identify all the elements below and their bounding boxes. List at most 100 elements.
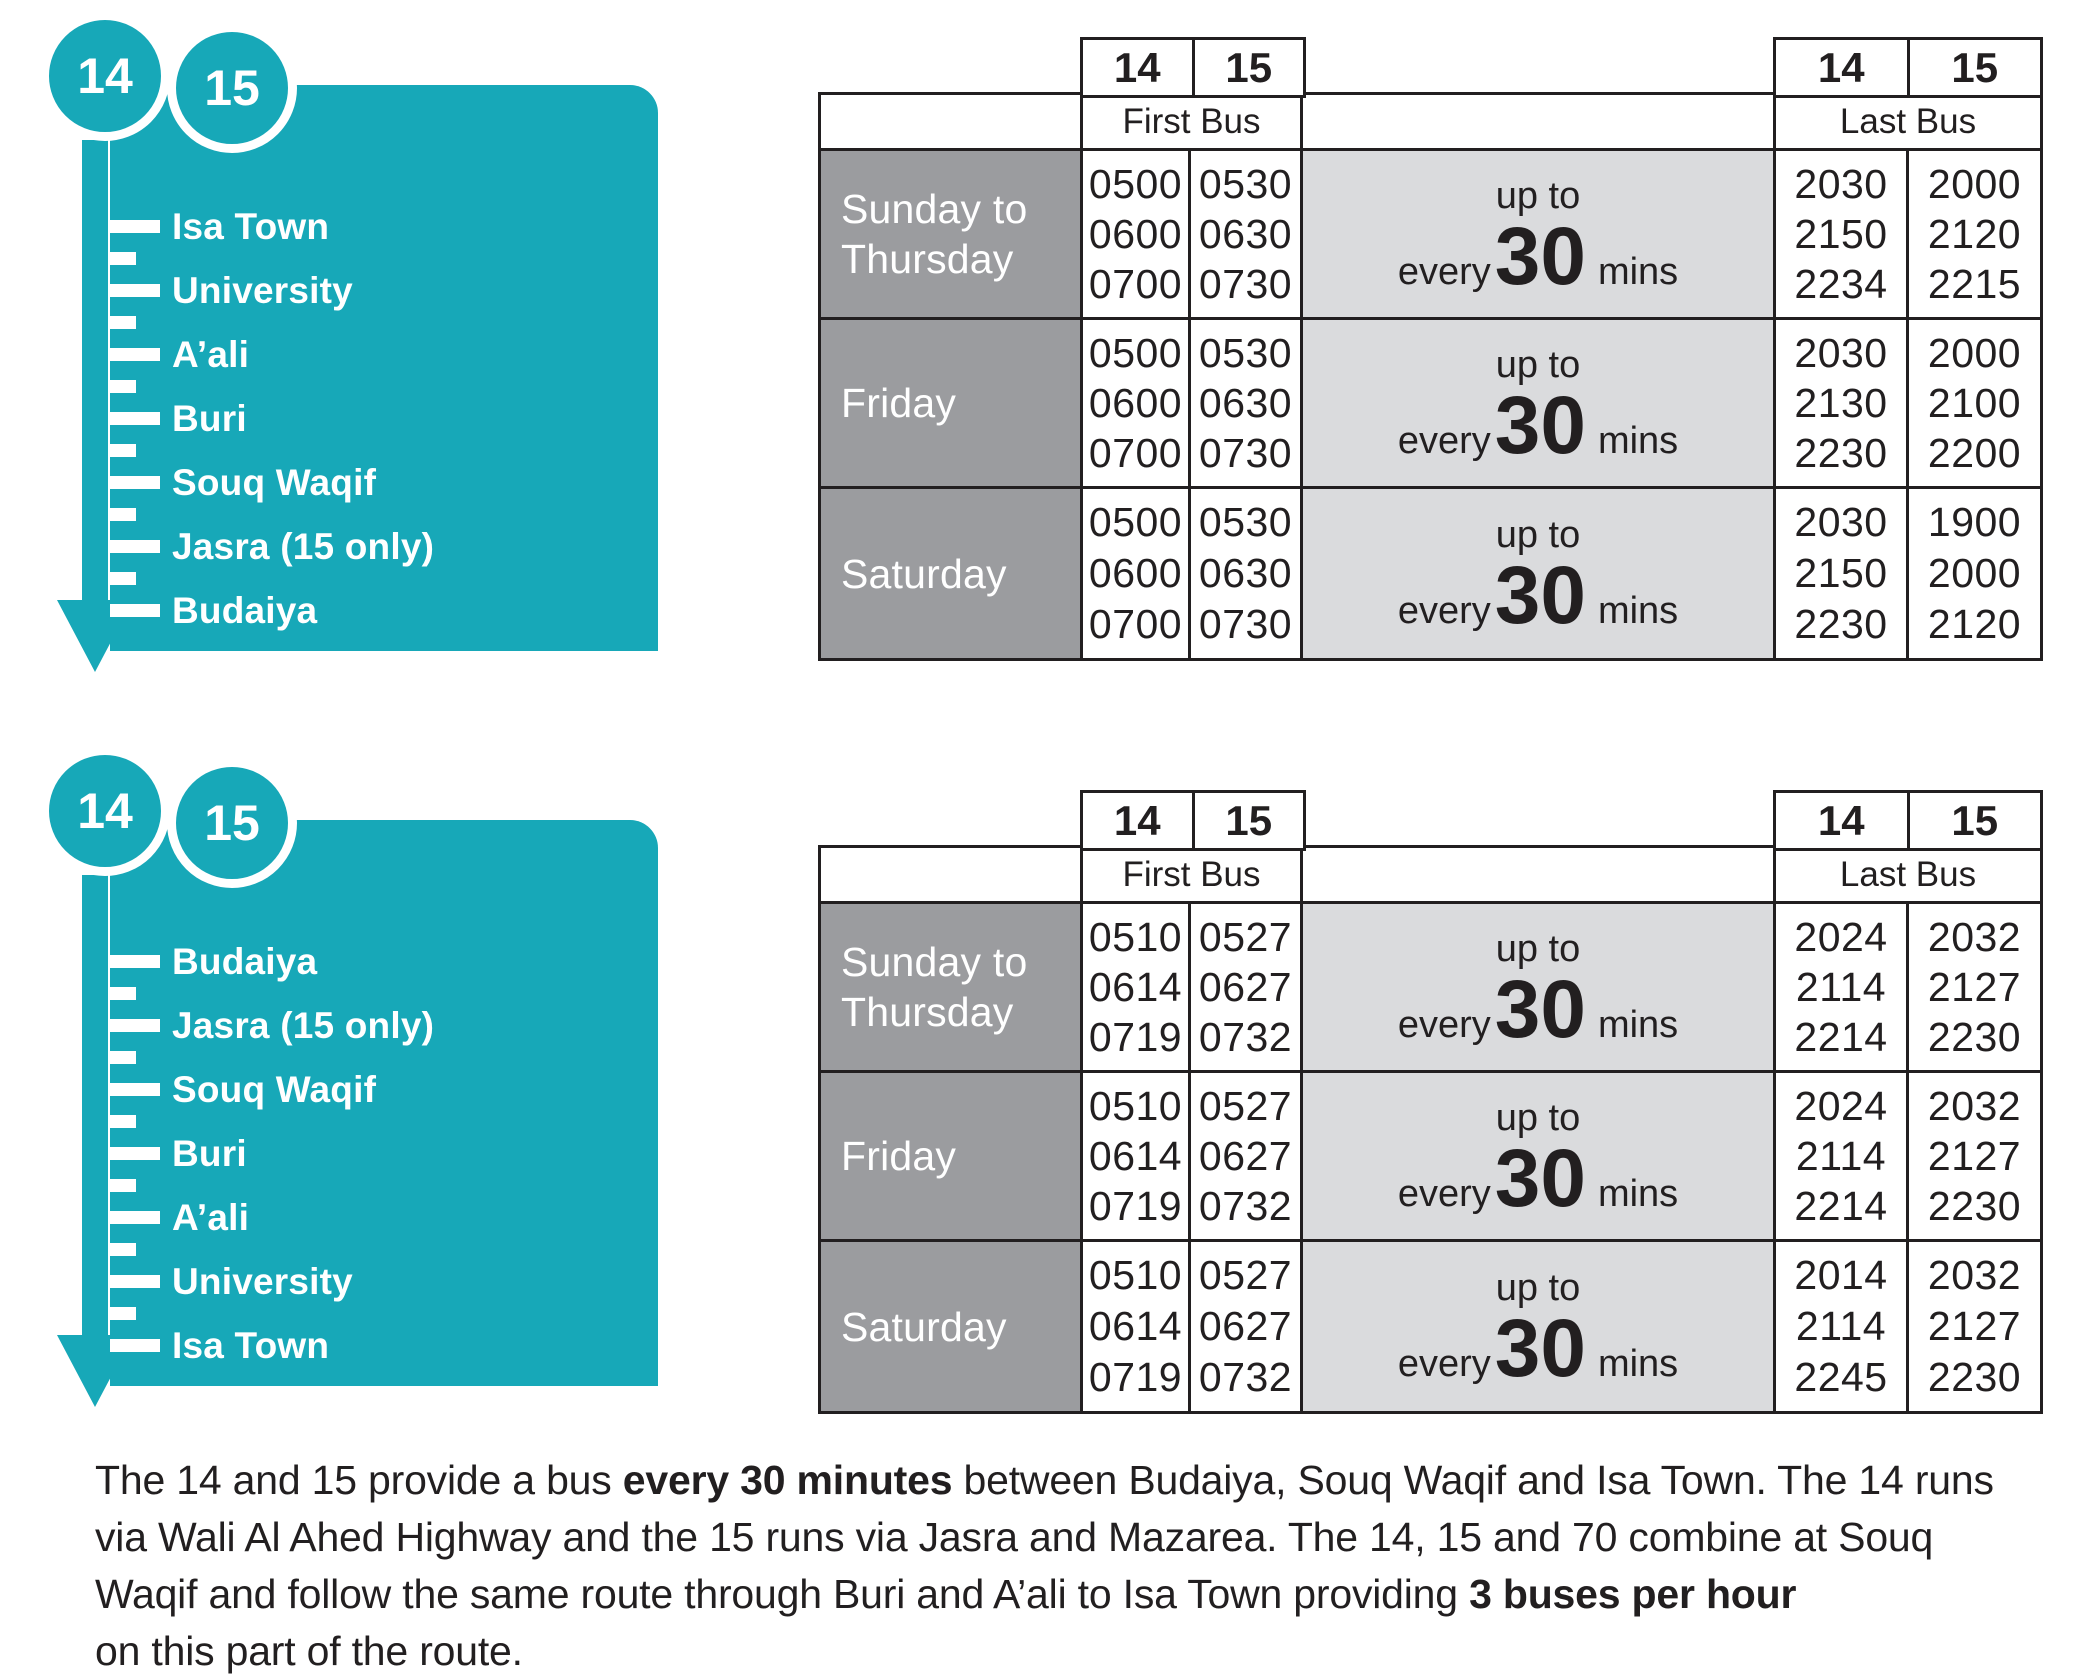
- route-15-column-header: 15: [1191, 40, 1304, 95]
- frequency-column-header: [1303, 95, 1776, 151]
- time-value: 2150: [1794, 210, 1888, 257]
- time-value: 0630: [1198, 379, 1293, 426]
- day-label: Saturday: [821, 1242, 1083, 1411]
- time-value: 2230: [1794, 601, 1888, 647]
- time-value: 0527: [1198, 1082, 1293, 1129]
- time-value: 2032: [1927, 1252, 2022, 1298]
- frequency-mins: mins: [1597, 419, 1679, 462]
- frequency-up-to: up to: [1495, 927, 1581, 970]
- last-bus-15-times: 2032 2127 2230: [1909, 1242, 2040, 1411]
- first-bus-14-times: 0510 0614 0719: [1083, 1242, 1191, 1411]
- time-value: 2130: [1794, 379, 1888, 426]
- frequency-cell: up to every 30 mins: [1303, 320, 1776, 489]
- time-value: 2114: [1795, 963, 1887, 1010]
- stop-tick: [110, 476, 160, 489]
- route-diagram-return: Budaiya Jasra (15 only) Souq Waqif Buri …: [110, 820, 658, 1386]
- time-value: 2114: [1795, 1303, 1887, 1349]
- timetable-return: First Bus Last Bus Sunday to Thursday 05…: [818, 845, 2043, 1414]
- time-value: 0732: [1198, 1354, 1293, 1400]
- time-value: 0732: [1198, 1182, 1293, 1229]
- time-value: 0630: [1198, 210, 1293, 257]
- route-diagram-outbound: Isa Town University A’ali Buri Souq Waqi…: [110, 85, 658, 651]
- time-value: 2127: [1927, 1132, 2022, 1179]
- time-value: 2000: [1927, 550, 2022, 596]
- time-value: 0614: [1088, 1303, 1183, 1349]
- time-value: 2230: [1794, 429, 1888, 476]
- body-text: The 14 and 15 provide a bus: [95, 1457, 623, 1503]
- first-bus-14-times: 0500 0600 0700: [1083, 151, 1191, 320]
- time-value: 2000: [1927, 160, 2022, 207]
- route-15-column-header: 15: [1191, 793, 1304, 848]
- route-15-badge: 15: [167, 23, 297, 153]
- time-value: 0527: [1198, 1252, 1293, 1298]
- stop-label: Souq Waqif: [172, 1069, 377, 1110]
- last-bus-14-times: 2030 2130 2230: [1776, 320, 1909, 489]
- time-value: 2200: [1927, 429, 2022, 476]
- route-stop: A’ali: [110, 316, 658, 387]
- route-direction-arrow: [57, 875, 133, 1407]
- stop-tick: [110, 220, 160, 233]
- frequency-every: every: [1397, 250, 1491, 293]
- time-value: 2230: [1927, 1182, 2022, 1229]
- last-bus-14-times: 2024 2114 2214: [1776, 1073, 1909, 1242]
- service-description-line: The 14 and 15 provide a bus every 30 min…: [95, 1452, 2005, 1509]
- first-bus-route-header: 14 15: [1080, 790, 1306, 851]
- frequency-cell: up to every 30 mins: [1303, 489, 1776, 658]
- time-value: 0500: [1088, 160, 1183, 207]
- time-value: 0600: [1088, 550, 1183, 596]
- route-stop: Jasra (15 only): [110, 987, 658, 1058]
- stop-tick: [110, 1275, 160, 1288]
- route-stop: Souq Waqif: [110, 1051, 658, 1122]
- time-value: 2245: [1794, 1354, 1888, 1400]
- frequency-mins: mins: [1597, 250, 1679, 293]
- frequency-up-to: up to: [1495, 343, 1581, 386]
- frequency-mins: mins: [1597, 1003, 1679, 1046]
- route-15-column-header: 15: [1906, 793, 2041, 848]
- stop-list: Isa Town University A’ali Buri Souq Waqi…: [110, 195, 658, 643]
- time-value: 2000: [1927, 329, 2022, 376]
- frequency-cell: up to every 30 mins: [1303, 1073, 1776, 1242]
- first-bus-label: First Bus: [1083, 95, 1303, 151]
- time-value: 2032: [1927, 1082, 2022, 1129]
- route-14-column-header: 14: [1817, 43, 1865, 91]
- stop-tick: [110, 1019, 160, 1032]
- route-15-badge: 15: [167, 758, 297, 888]
- frequency-every: every: [1397, 1172, 1491, 1215]
- route-stop: University: [110, 252, 658, 323]
- time-value: 2032: [1927, 913, 2022, 960]
- route-14-column-header: 14: [1113, 796, 1161, 844]
- frequency-up-to: up to: [1495, 1267, 1581, 1309]
- last-bus-route-header: 14 15: [1773, 37, 2043, 98]
- frequency-every: every: [1397, 1343, 1491, 1385]
- day-label: Sunday to Thursday: [821, 904, 1083, 1073]
- stop-tick: [110, 604, 160, 617]
- first-bus-label: First Bus: [1083, 848, 1303, 904]
- time-value: 0719: [1088, 1354, 1183, 1400]
- frequency-mins: mins: [1597, 1343, 1679, 1385]
- last-bus-15-times: 1900 2000 2120: [1909, 489, 2040, 658]
- time-value: 2014: [1794, 1252, 1888, 1298]
- last-bus-route-header: 14 15: [1773, 790, 2043, 851]
- emphasis-text: 3 buses per hour: [1469, 1571, 1797, 1617]
- frequency-mins: mins: [1597, 1172, 1679, 1215]
- stop-tick: [110, 1147, 160, 1160]
- first-bus-14-times: 0510 0614 0719: [1083, 1073, 1191, 1242]
- route-stop: Buri: [110, 1115, 658, 1186]
- time-value: 2120: [1927, 601, 2022, 647]
- stop-label: A’ali: [172, 334, 250, 375]
- frequency-cell: up to every 30 mins: [1303, 904, 1776, 1073]
- first-bus-14-times: 0500 0600 0700: [1083, 320, 1191, 489]
- last-bus-15-times: 2032 2127 2230: [1909, 1073, 2040, 1242]
- time-value: 0730: [1198, 429, 1293, 476]
- day-label: Saturday: [821, 489, 1083, 658]
- last-bus-label: Last Bus: [1776, 848, 2040, 904]
- last-bus-14-times: 2030 2150 2230: [1776, 489, 1909, 658]
- stop-tick: [110, 348, 160, 361]
- stop-label: A’ali: [172, 1197, 250, 1238]
- service-description-line: on this part of the route.: [95, 1623, 2005, 1680]
- frequency-column-header: [1303, 848, 1776, 904]
- last-bus-15-times: 2032 2127 2230: [1909, 904, 2040, 1073]
- frequency-minutes-value: 30: [1494, 1303, 1586, 1394]
- time-value: 0719: [1088, 1182, 1183, 1229]
- time-value: 2030: [1794, 499, 1888, 545]
